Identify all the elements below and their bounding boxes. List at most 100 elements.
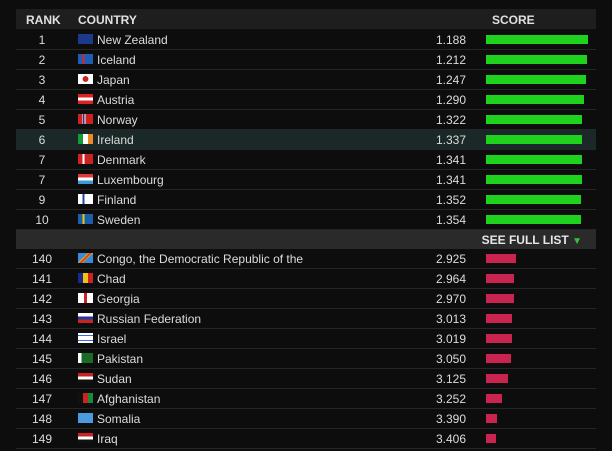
score: 3.252 [435,392,466,406]
score: 1.212 [435,53,466,67]
country-name: Sudan [97,372,132,386]
flag-icon [78,114,93,124]
score-bar [486,314,513,323]
table-row: 3 Japan 1.247 [16,70,596,90]
score: 1.341 [435,173,466,187]
header-row [16,9,596,29]
country-name: Finland [97,193,137,207]
flag-icon [78,174,93,184]
country-name: Israel [97,332,127,346]
country-name: Japan [97,73,130,87]
score-bar [486,75,586,84]
score-bar [486,334,513,343]
table-row: 146 Sudan 3.125 [16,369,596,389]
score-bar [486,35,588,44]
table-row: 6 Ireland 1.337 [16,130,596,150]
score: 2.925 [435,252,466,266]
country-name: Denmark [97,153,146,167]
score: 2.970 [435,292,466,306]
flag-icon [78,134,93,144]
score-bar [486,155,582,164]
rank: 141 [31,272,53,286]
flag-icon [78,333,93,343]
score-bar [486,135,582,144]
table-row: 148 Somalia 3.390 [16,409,596,429]
arrow-icon[interactable]: ▼ [572,236,582,247]
rank: 148 [31,412,53,426]
country-name: Pakistan [97,352,144,366]
rank: 7 [38,173,46,187]
score: 3.013 [435,312,466,326]
score: 1.352 [435,193,466,207]
score-bar [486,294,515,303]
rank: 142 [31,292,53,306]
rank: 144 [31,332,53,346]
rank: 4 [38,93,46,107]
table-row: 145 Pakistan 3.050 [16,349,596,369]
score-bar [486,354,511,363]
flag-icon [78,413,93,423]
score-bar [486,175,582,184]
score: 1.341 [435,153,466,167]
score: 1.354 [435,213,466,227]
score: 3.125 [435,372,466,386]
country-name: Somalia [97,412,141,426]
table-row: 147 Afghanistan 3.252 [16,389,596,409]
rank: 6 [38,133,46,147]
country-name: Russian Federation [97,312,202,326]
score-bar [486,215,582,224]
score: 3.050 [435,352,466,366]
table-row: 144 Israel 3.019 [16,329,596,349]
flag-icon [78,313,93,323]
country-name: Georgia [97,292,140,306]
rank: 5 [38,113,46,127]
rank: 146 [31,372,53,386]
separator-row: SEE FULL LIST ▼ [16,229,596,249]
table-row: 140 Congo, the Democratic Republic of the… [16,249,596,269]
score: 3.019 [435,332,466,346]
flag-icon [78,154,93,164]
flag-icon [78,253,93,263]
score-bar [486,115,583,124]
country-name: Norway [97,113,138,127]
country-name: Austria [97,93,135,107]
flag-icon [78,373,93,383]
score: 1.322 [435,113,466,127]
rank: 3 [38,73,46,87]
score: 1.188 [435,33,466,47]
flag-icon [78,433,93,443]
see-full-list[interactable]: SEE FULL LIST ▼ [482,233,582,247]
country-header: COUNTRY [78,13,137,27]
rank-header: RANK [26,13,61,27]
rank: 143 [31,312,53,326]
score: 3.406 [435,432,466,446]
table-row: 9 Finland 1.352 [16,190,596,210]
flag-icon [78,34,93,44]
table-row: 7 Luxembourg 1.341 [16,170,596,190]
flag-icon [78,54,93,64]
flag-icon [78,194,93,204]
table-row: 5 Norway 1.322 [16,110,596,130]
country-name: New Zealand [97,33,168,47]
score-bar [486,195,582,204]
score: 1.247 [435,73,466,87]
score-bar [486,274,515,283]
score: 3.390 [435,412,466,426]
see-full-list-text[interactable]: SEE FULL LIST [481,233,569,247]
score-bar [486,374,508,383]
table-row: 2 Iceland 1.212 [16,50,596,70]
flag-icon [78,353,93,363]
flag-icon [78,214,93,224]
table-row: 1 New Zealand 1.188 [16,30,596,50]
country-name: Luxembourg [97,173,164,187]
table-row: 141 Chad 2.964 [16,269,596,289]
score-bar [486,394,503,403]
rank: 10 [35,213,49,227]
table-row: 10 Sweden 1.354 [16,210,596,230]
score-bar [486,55,587,64]
score: 2.964 [435,272,466,286]
score-bar [486,254,516,263]
flag-icon [78,94,93,104]
score-bar [486,414,497,423]
